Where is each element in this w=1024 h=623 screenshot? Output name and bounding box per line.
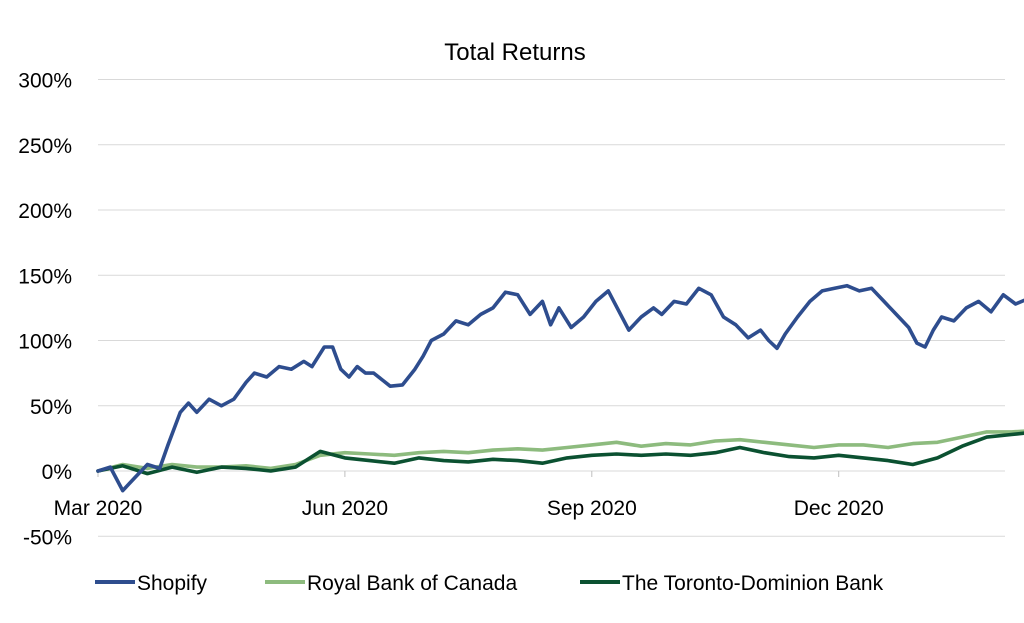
y-tick-label: 300% <box>18 70 72 93</box>
legend-label: The Toronto-Dominion Bank <box>622 572 884 595</box>
y-tick-label: 0% <box>42 461 72 484</box>
chart-title: Total Returns <box>444 39 585 66</box>
gridlines <box>98 79 1005 537</box>
legend: Shopify Royal Bank of Canada The Toronto-D… <box>95 572 884 595</box>
x-tick-label: Sep 2020 <box>547 497 637 520</box>
y-tick-label: 100% <box>18 331 72 354</box>
y-tick-label: 250% <box>18 135 72 158</box>
y-tick-label: 150% <box>18 265 72 288</box>
x-tick-label: Dec 2020 <box>794 497 884 520</box>
y-tick-label: 200% <box>18 200 72 223</box>
series-lines <box>96 283 1024 493</box>
series-line-shopify <box>96 283 1024 493</box>
x-tick-label: Mar 2020 <box>54 497 143 520</box>
y-tick-label: -50% <box>23 526 72 549</box>
series-line-the-toronto-dominion-bank <box>96 431 1024 476</box>
y-tick-label: 50% <box>30 396 72 419</box>
y-axis-tick-labels: -50% 0% 50% 100% 150% 200% 250% 300% <box>18 70 72 550</box>
legend-label: Shopify <box>137 572 208 595</box>
x-tick-label: Jun 2020 <box>302 497 388 520</box>
legend-label: Royal Bank of Canada <box>307 572 517 595</box>
series-line-royal-bank-of-canada <box>96 429 1024 473</box>
